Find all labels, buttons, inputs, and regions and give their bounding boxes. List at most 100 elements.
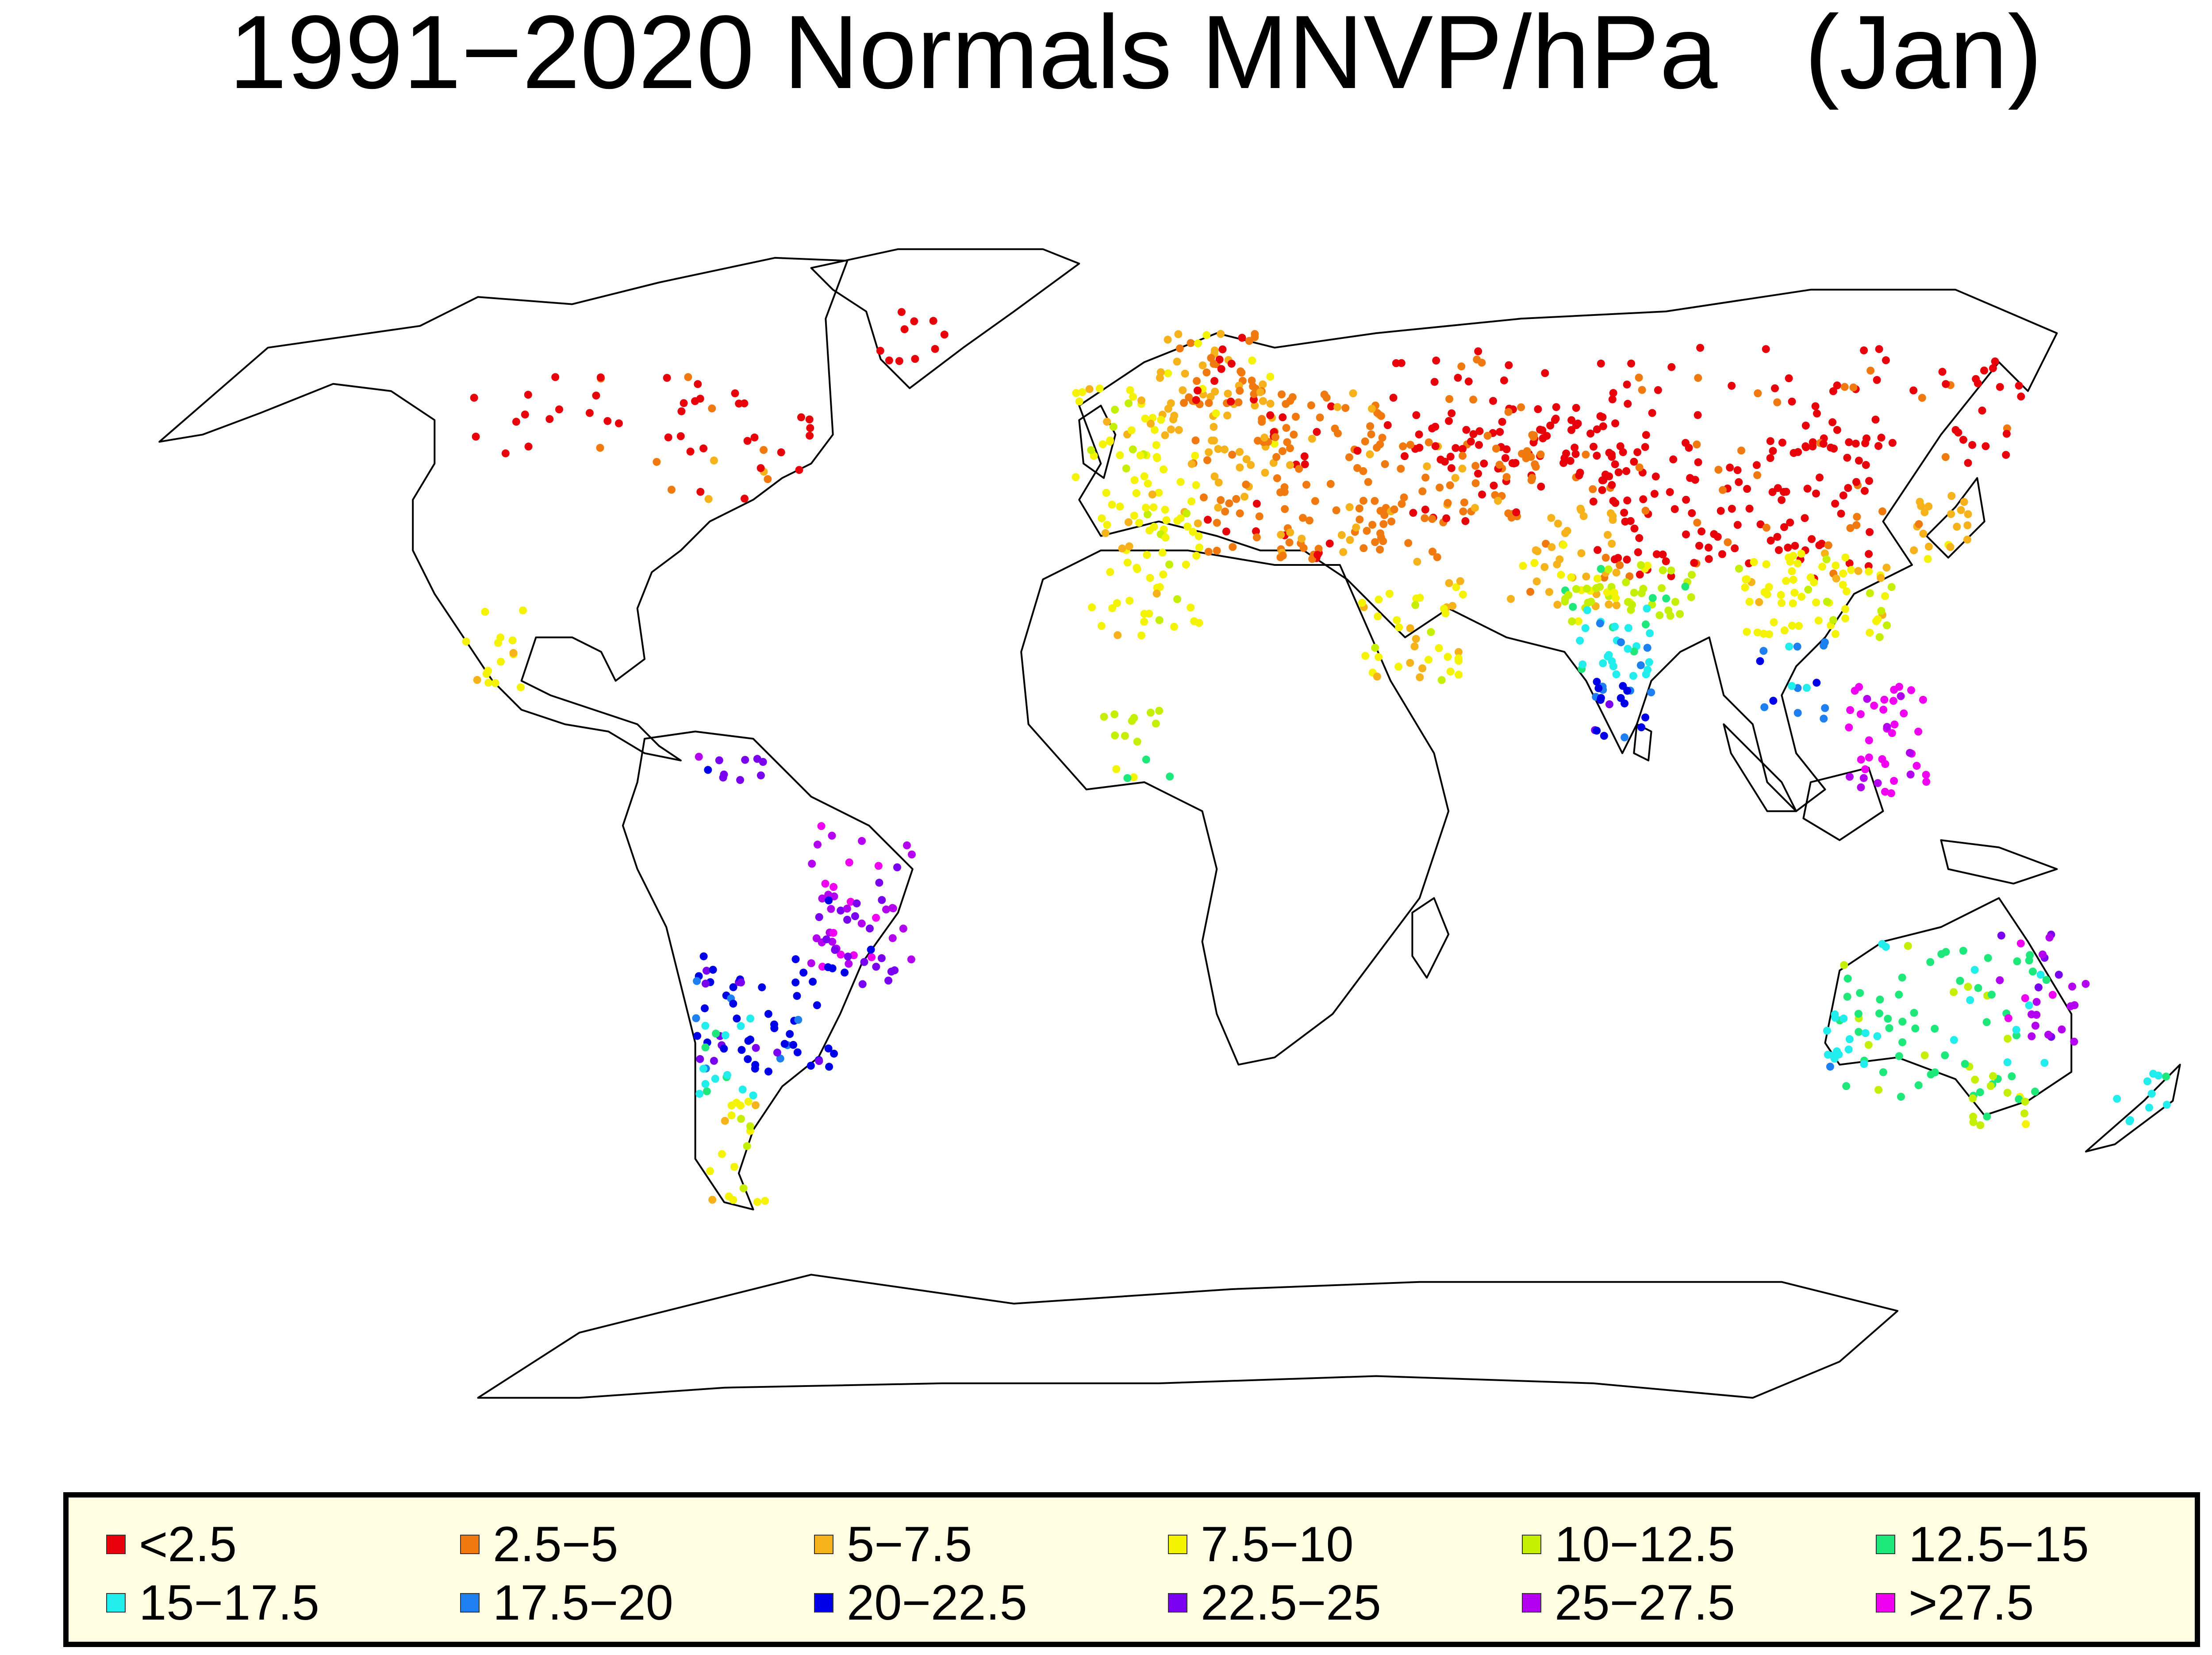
station-dot bbox=[1234, 398, 1243, 407]
station-dot bbox=[1427, 628, 1435, 636]
station-dot bbox=[1871, 415, 1880, 424]
station-dot bbox=[727, 1111, 736, 1120]
station-dot bbox=[1356, 515, 1364, 524]
station-dot bbox=[701, 1021, 710, 1030]
station-dot bbox=[1851, 687, 1859, 695]
station-dot bbox=[1374, 612, 1382, 621]
station-dot bbox=[1846, 706, 1855, 714]
station-dot bbox=[1508, 459, 1517, 467]
station-dot bbox=[1666, 488, 1674, 496]
station-dot bbox=[1735, 478, 1743, 486]
station-dot bbox=[1401, 452, 1409, 461]
station-dot bbox=[1260, 434, 1269, 442]
coastline-new-guinea bbox=[1940, 839, 2058, 885]
station-dot bbox=[603, 417, 612, 425]
station-dot bbox=[723, 1071, 731, 1079]
station-dot bbox=[1183, 509, 1191, 518]
station-dot bbox=[743, 437, 752, 445]
station-dot bbox=[1594, 684, 1603, 692]
station-dot bbox=[1252, 527, 1260, 535]
station-dot bbox=[1947, 510, 1955, 518]
station-dot bbox=[1281, 505, 1289, 513]
station-dot bbox=[1255, 512, 1263, 521]
legend-label: 5−7.5 bbox=[847, 1517, 972, 1572]
station-dot bbox=[812, 934, 821, 942]
station-dot bbox=[1608, 395, 1617, 403]
station-dot bbox=[846, 898, 855, 906]
station-dot bbox=[1567, 416, 1576, 424]
station-dot bbox=[1175, 344, 1184, 353]
station-dot bbox=[1866, 528, 1874, 536]
station-dot bbox=[508, 636, 517, 645]
station-dot bbox=[1887, 583, 1896, 591]
station-dot bbox=[1361, 437, 1369, 445]
legend-label: 22.5−25 bbox=[1201, 1575, 1381, 1630]
station-dot bbox=[1974, 379, 1982, 388]
station-dot bbox=[1635, 534, 1644, 542]
station-dot bbox=[2058, 1025, 2066, 1033]
station-dot bbox=[1737, 446, 1745, 455]
coastline-sumatra bbox=[1723, 723, 1797, 812]
station-dot bbox=[710, 456, 718, 465]
station-dot bbox=[1861, 487, 1869, 495]
station-dot bbox=[1895, 1052, 1903, 1060]
station-dot bbox=[1170, 622, 1178, 631]
station-dot bbox=[1110, 710, 1119, 718]
station-dot bbox=[795, 466, 803, 474]
station-dot bbox=[1085, 385, 1094, 393]
station-dot bbox=[1647, 688, 1655, 697]
station-dot bbox=[1863, 695, 1871, 703]
station-dot bbox=[1802, 684, 1811, 692]
station-dot bbox=[1639, 584, 1647, 593]
station-dot bbox=[2032, 998, 2041, 1006]
station-dot bbox=[1852, 521, 1861, 529]
station-dot bbox=[517, 683, 525, 691]
station-dot bbox=[1833, 381, 1841, 390]
station-dot bbox=[1475, 441, 1483, 449]
station-dot bbox=[1603, 588, 1611, 596]
station-dot bbox=[1111, 731, 1119, 740]
station-dot bbox=[910, 317, 918, 326]
station-dot bbox=[1363, 526, 1371, 535]
station-dot bbox=[1976, 1088, 1984, 1096]
station-dot bbox=[1160, 465, 1167, 474]
station-dot bbox=[1898, 1018, 1907, 1026]
station-dot bbox=[1359, 467, 1367, 475]
station-dot bbox=[1537, 482, 1545, 491]
station-dot bbox=[2070, 1037, 2078, 1046]
station-dot bbox=[1598, 413, 1607, 421]
station-dot bbox=[1129, 773, 1138, 781]
station-dot bbox=[1071, 473, 1080, 481]
station-dot bbox=[1630, 588, 1638, 597]
station-dot bbox=[1883, 621, 1891, 630]
station-dot bbox=[808, 860, 816, 868]
station-dot bbox=[1784, 543, 1792, 552]
station-dot bbox=[1261, 468, 1269, 477]
station-dot bbox=[592, 392, 600, 400]
station-dot bbox=[1616, 561, 1624, 569]
station-dot bbox=[1433, 553, 1441, 561]
station-dot bbox=[1604, 531, 1612, 539]
station-dot bbox=[1395, 623, 1403, 632]
station-dot bbox=[1533, 547, 1542, 555]
station-dot bbox=[2036, 971, 2045, 979]
station-dot bbox=[744, 1055, 752, 1064]
station-dot bbox=[2025, 1001, 2033, 1010]
station-dot bbox=[1581, 624, 1590, 632]
station-dot bbox=[1316, 413, 1324, 422]
legend-swatch bbox=[814, 1593, 833, 1613]
station-dot bbox=[1996, 976, 2004, 984]
station-dot bbox=[1546, 421, 1555, 430]
station-dot bbox=[1926, 958, 1935, 966]
station-dot bbox=[1567, 426, 1575, 434]
station-dot bbox=[1547, 514, 1555, 522]
station-dot bbox=[1770, 618, 1778, 626]
station-dot bbox=[818, 895, 826, 902]
station-dot bbox=[715, 756, 723, 764]
station-dot bbox=[1240, 492, 1248, 501]
station-dot bbox=[1823, 598, 1831, 606]
station-dot bbox=[827, 905, 835, 913]
station-dot bbox=[1424, 656, 1432, 664]
station-dot bbox=[1616, 442, 1624, 450]
station-dot bbox=[1830, 445, 1838, 453]
